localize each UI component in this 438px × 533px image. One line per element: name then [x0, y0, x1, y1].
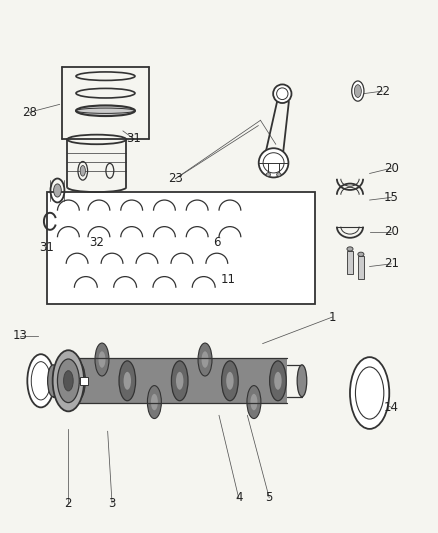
Ellipse shape	[151, 394, 158, 410]
Text: 3: 3	[108, 497, 116, 510]
Ellipse shape	[350, 357, 389, 429]
Text: 21: 21	[384, 257, 399, 270]
Ellipse shape	[171, 361, 188, 401]
Ellipse shape	[198, 343, 212, 376]
Text: 6: 6	[213, 236, 221, 249]
Ellipse shape	[53, 350, 84, 411]
Ellipse shape	[99, 351, 106, 368]
Text: 1: 1	[329, 311, 336, 324]
Ellipse shape	[48, 365, 59, 397]
Ellipse shape	[80, 165, 85, 176]
Text: 4: 4	[235, 491, 242, 504]
Ellipse shape	[358, 252, 364, 256]
Bar	[80, 376, 88, 385]
Ellipse shape	[274, 372, 282, 390]
Text: 31: 31	[127, 132, 141, 146]
Bar	[68, 359, 287, 403]
Ellipse shape	[266, 173, 271, 176]
Ellipse shape	[222, 361, 238, 401]
Ellipse shape	[64, 370, 73, 391]
Bar	[358, 256, 364, 279]
Polygon shape	[46, 192, 315, 304]
Ellipse shape	[247, 385, 261, 418]
Ellipse shape	[95, 343, 109, 376]
Ellipse shape	[201, 351, 208, 368]
Ellipse shape	[76, 106, 135, 116]
Ellipse shape	[273, 84, 291, 103]
Ellipse shape	[354, 85, 361, 98]
Ellipse shape	[53, 184, 61, 197]
Ellipse shape	[176, 372, 184, 390]
Ellipse shape	[347, 247, 353, 251]
Text: 20: 20	[384, 225, 399, 238]
Ellipse shape	[352, 81, 364, 101]
Text: 11: 11	[220, 273, 235, 286]
Ellipse shape	[259, 148, 288, 177]
Ellipse shape	[74, 372, 81, 390]
Text: 22: 22	[375, 85, 390, 98]
Text: 5: 5	[265, 491, 273, 504]
Bar	[347, 251, 353, 274]
Ellipse shape	[27, 354, 54, 407]
Ellipse shape	[226, 372, 233, 390]
Ellipse shape	[270, 361, 286, 401]
Ellipse shape	[148, 385, 161, 418]
Text: 14: 14	[384, 401, 399, 414]
Text: 28: 28	[21, 106, 36, 119]
Ellipse shape	[119, 361, 136, 401]
Text: 2: 2	[65, 497, 72, 510]
Text: 13: 13	[13, 329, 28, 342]
Ellipse shape	[251, 394, 258, 410]
Ellipse shape	[277, 173, 281, 176]
Ellipse shape	[69, 361, 85, 401]
Ellipse shape	[57, 359, 79, 402]
Text: 23: 23	[168, 172, 183, 185]
Text: 15: 15	[384, 191, 399, 204]
Text: 20: 20	[384, 161, 399, 175]
Text: 31: 31	[39, 241, 54, 254]
Text: 32: 32	[89, 236, 104, 249]
Ellipse shape	[124, 372, 131, 390]
Ellipse shape	[297, 365, 307, 397]
